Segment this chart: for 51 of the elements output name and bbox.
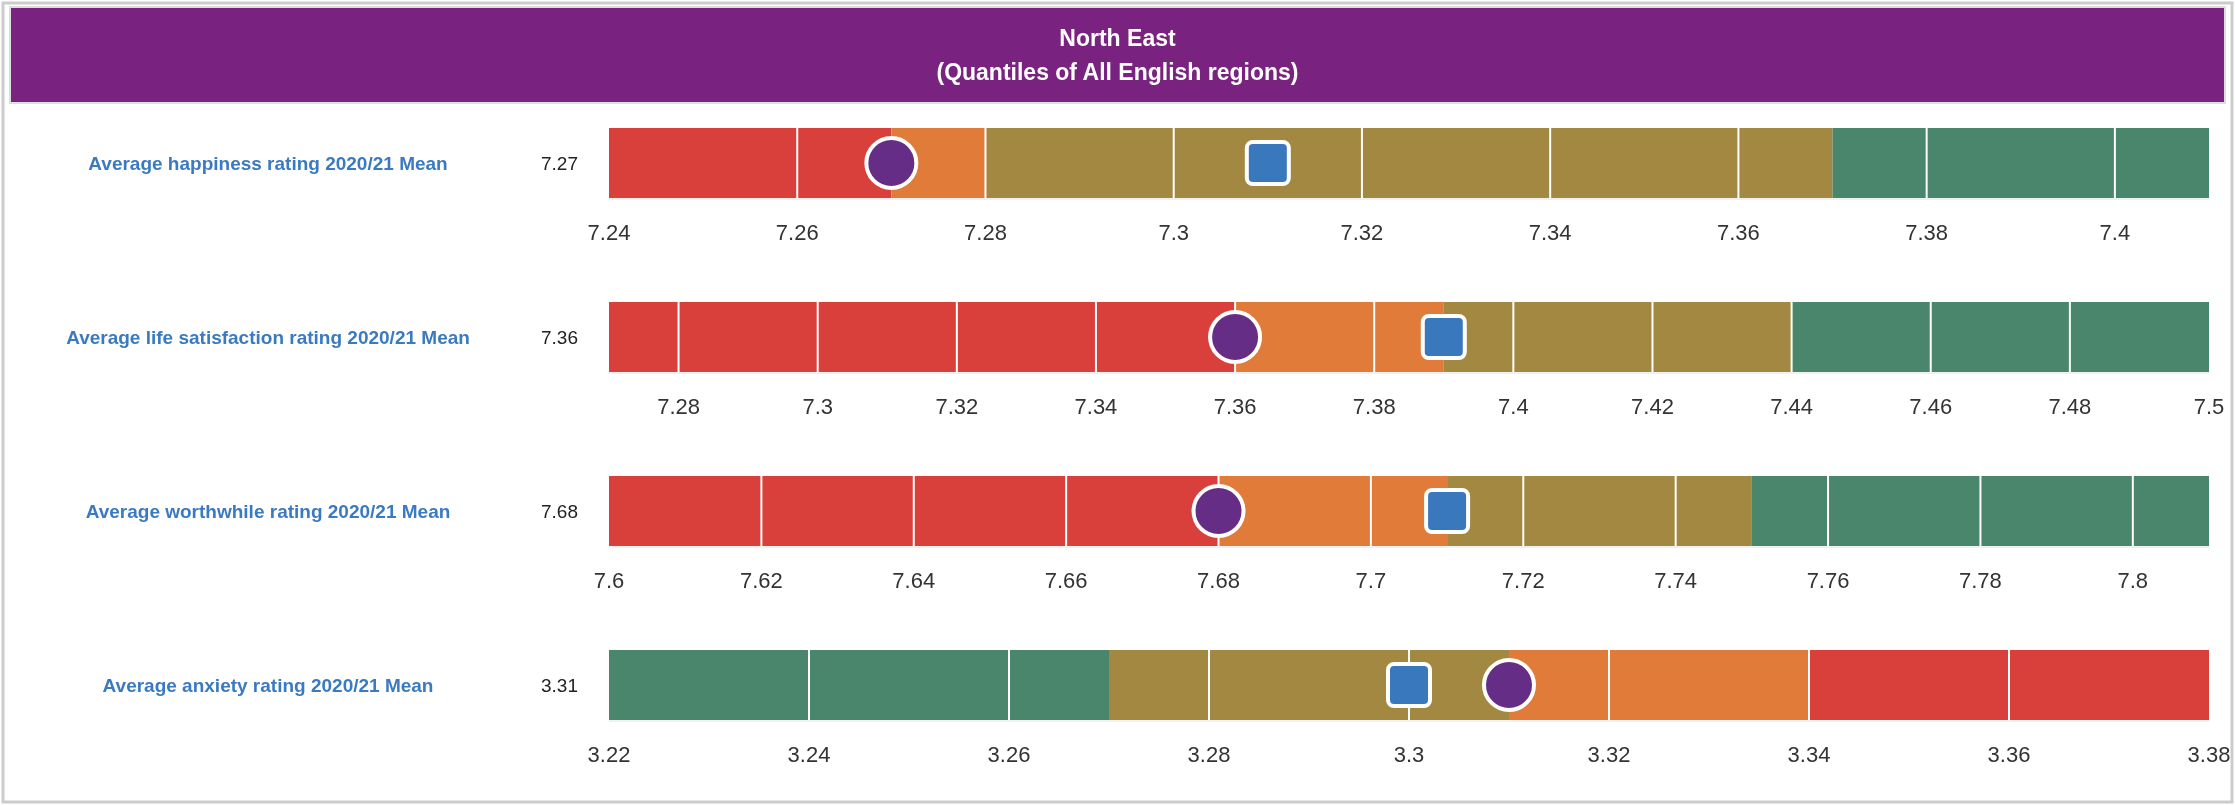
x-tick-label: 3.26 <box>987 742 1031 767</box>
x-tick-label: 7.6 <box>593 568 625 593</box>
x-tick-label: 7.34 <box>1528 220 1572 245</box>
x-tick-label: 7.3 <box>1158 220 1189 245</box>
x-tick-label: 7.32 <box>935 394 979 419</box>
x-tick-label: 7.34 <box>1074 394 1118 419</box>
x-tick-label: 7.8 <box>2117 568 2149 593</box>
x-tick-label: 7.38 <box>1352 394 1396 419</box>
x-tick-label: 7.48 <box>2048 394 2092 419</box>
chart-subtitle: (Quantiles of All English regions) <box>936 59 1299 85</box>
x-tick-label: 7.36 <box>1213 394 1257 419</box>
x-tick-label: 7.46 <box>1909 394 1953 419</box>
x-tick-label: 7.4 <box>2099 220 2131 245</box>
x-tick-label: 3.24 <box>787 742 831 767</box>
x-tick-label: 3.3 <box>1393 742 1425 767</box>
text: 3.31 <box>541 675 578 696</box>
x-tick-label: 7.26 <box>775 220 819 245</box>
chart-title: North East <box>1059 25 1176 51</box>
x-tick-label: 7.74 <box>1654 568 1698 593</box>
x-tick-label: 7.64 <box>892 568 936 593</box>
x-tick-label: 7.4 <box>1498 394 1529 419</box>
x-tick-label: 7.42 <box>1631 394 1674 419</box>
x-tick-label: 3.32 <box>1587 742 1631 767</box>
x-tick-label: 7.32 <box>1340 220 1384 245</box>
y-tick-label: Average worthwhile rating 2020/21 Mean <box>85 501 451 522</box>
x-tick-label: 7.36 <box>1717 220 1760 245</box>
x-tick-label: 7.5 <box>2193 394 2225 419</box>
text: 7.68 <box>541 501 578 522</box>
y-tick-label: Average happiness rating 2020/21 Mean <box>88 153 448 174</box>
x-tick-label: 7.28 <box>964 220 1007 245</box>
x-tick-label: 7.28 <box>657 394 700 419</box>
x-tick-label: 7.7 <box>1355 568 1387 593</box>
y-tick-label: Average anxiety rating 2020/21 Mean <box>102 675 434 696</box>
x-tick-label: 7.72 <box>1501 568 1545 593</box>
x-tick-label: 7.24 <box>587 220 631 245</box>
x-tick-label: 7.78 <box>1959 568 2002 593</box>
x-tick-label: 3.22 <box>587 742 631 767</box>
x-tick-label: 3.36 <box>1987 742 2031 767</box>
x-tick-label: 7.44 <box>1770 394 1814 419</box>
text: 7.27 <box>541 153 578 174</box>
x-tick-label: 3.28 <box>1187 742 1231 767</box>
x-tick-label: 3.34 <box>1787 742 1831 767</box>
x-tick-label: 7.62 <box>739 568 783 593</box>
x-tick-label: 7.68 <box>1197 568 1240 593</box>
x-tick-label: 7.66 <box>1044 568 1088 593</box>
y-tick-label: Average life satisfaction rating 2020/21 Mean <box>66 327 470 348</box>
x-tick-label: 3.38 <box>2187 742 2231 767</box>
text: 7.36 <box>541 327 578 348</box>
x-tick-label: 7.76 <box>1806 568 1850 593</box>
x-tick-label: 7.3 <box>802 394 833 419</box>
x-tick-label: 7.38 <box>1905 220 1949 245</box>
